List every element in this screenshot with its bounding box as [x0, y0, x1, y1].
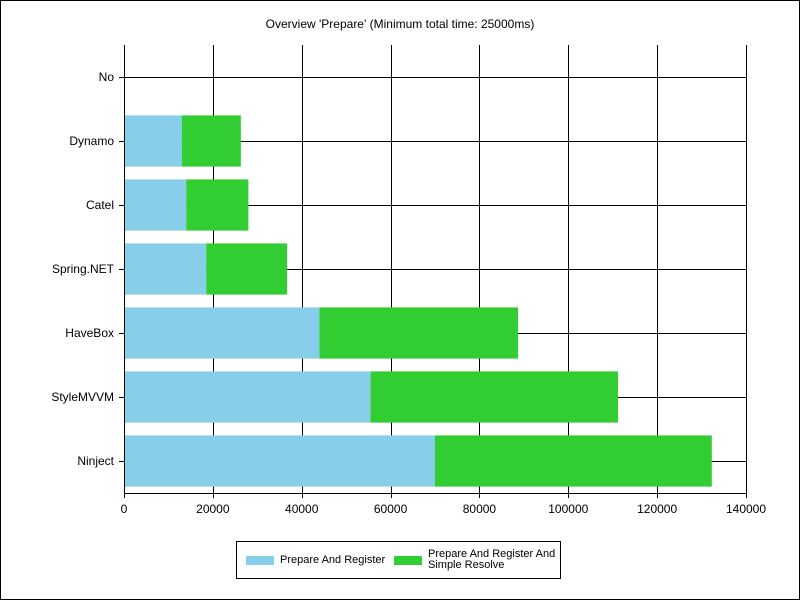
y-tick-label: No	[99, 70, 115, 84]
bar-prepare-register-resolve	[435, 435, 712, 487]
bar-prepare-register	[124, 435, 435, 487]
x-tick-label: 40000	[285, 502, 319, 516]
x-tick-label: 100000	[548, 502, 588, 516]
x-tick-label: 140000	[726, 502, 766, 516]
legend-label: Prepare And Register	[280, 553, 386, 566]
bar-prepare-register-resolve	[181, 115, 241, 167]
bar-prepare-register-resolve	[186, 179, 249, 231]
legend-item-prepare-register-resolve: Prepare And Register And Simple Resolve	[394, 542, 568, 578]
x-tick-label: 0	[121, 502, 128, 516]
bar-prepare-register	[124, 243, 207, 295]
y-tick-label: Ninject	[77, 454, 114, 468]
bar-prepare-register-resolve	[319, 307, 519, 359]
y-tick-label: HaveBox	[65, 326, 114, 340]
y-tick-label: Spring.NET	[52, 262, 115, 276]
x-tick-label: 60000	[374, 502, 408, 516]
bar-prepare-register	[124, 115, 182, 167]
x-tick-label: 80000	[463, 502, 497, 516]
y-tick-label: Catel	[86, 198, 114, 212]
y-tick-label: Dynamo	[69, 134, 114, 148]
x-tick-label: 120000	[637, 502, 677, 516]
bar-prepare-register	[124, 307, 320, 359]
legend: Prepare And Register Prepare And Registe…	[236, 541, 561, 579]
y-tick-label: StyleMVVM	[51, 390, 114, 404]
x-tick-label: 20000	[196, 502, 230, 516]
legend-swatch	[246, 555, 274, 565]
legend-swatch	[394, 555, 422, 565]
bar-prepare-register	[124, 179, 187, 231]
bar-prepare-register-resolve	[206, 243, 288, 295]
bar-prepare-register	[124, 371, 371, 423]
chart-title: Overview 'Prepare' (Minimum total time: …	[265, 17, 535, 31]
legend-item-prepare-register: Prepare And Register	[246, 542, 385, 578]
bar-prepare-register-resolve	[370, 371, 619, 423]
legend-label: Prepare And Register And Simple Resolve	[428, 548, 556, 571]
